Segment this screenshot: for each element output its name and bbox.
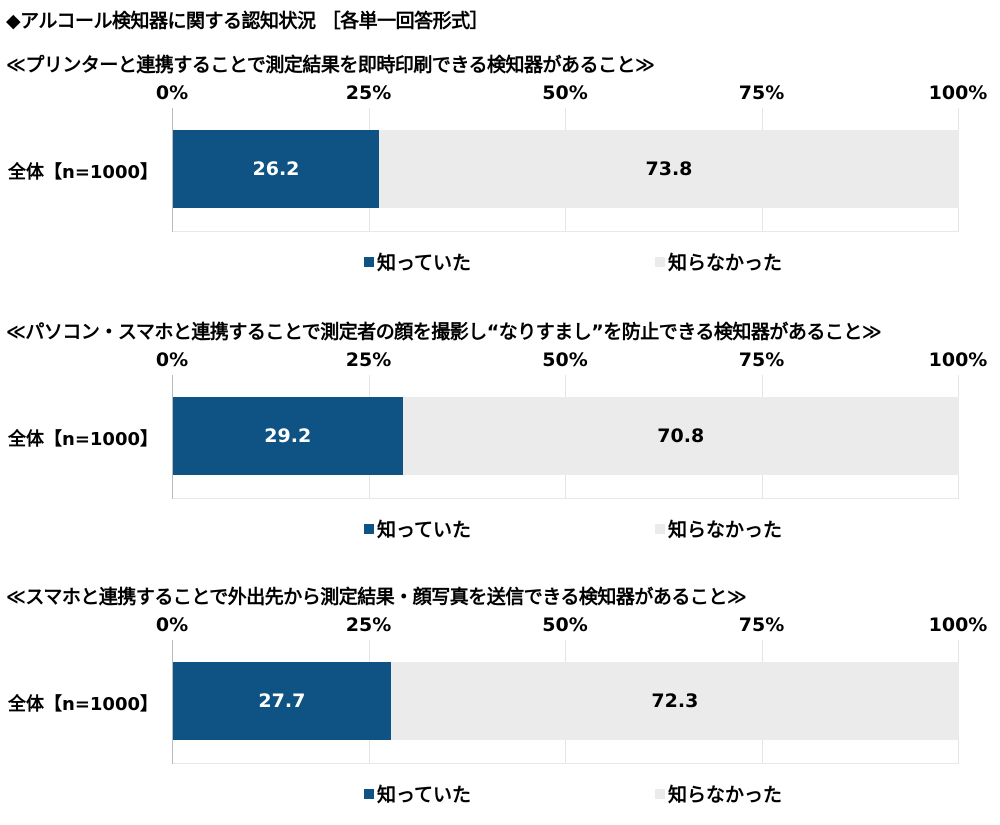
data-label: 27.7 xyxy=(258,690,306,712)
x-tick-label: 100% xyxy=(928,349,988,371)
data-label: 73.8 xyxy=(645,158,693,180)
legend-item: 知っていた xyxy=(364,780,471,807)
chart-panel: ≪スマホと連携することで外出先から測定結果・顔写真を送信できる検知器があること≫… xyxy=(0,582,1000,825)
x-tick-label: 50% xyxy=(542,349,588,371)
legend-item: 知っていた xyxy=(364,515,471,542)
legend-item: 知らなかった xyxy=(655,780,782,807)
x-tick-label: 75% xyxy=(738,349,785,371)
bar-segment-known xyxy=(173,662,391,740)
x-tick-label: 0% xyxy=(155,82,189,104)
legend-label: 知らなかった xyxy=(668,252,783,274)
x-tick-label: 75% xyxy=(738,614,785,636)
legend-label: 知らなかった xyxy=(668,784,783,806)
legend-item: 知らなかった xyxy=(655,248,782,275)
plot-bottom-border xyxy=(173,763,959,764)
legend-label: 知っていた xyxy=(377,252,472,274)
plot-area: 29.2 70.8 xyxy=(172,375,959,499)
bar-segment-known xyxy=(173,130,379,208)
plot-bottom-border xyxy=(173,231,959,232)
legend-swatch xyxy=(364,788,374,799)
x-tick-label: 50% xyxy=(542,614,588,636)
chart-panel: ≪プリンターと連携することで測定結果を即時印刷できる検知器があること≫ 0% 25%… xyxy=(0,50,1000,317)
legend-swatch xyxy=(655,256,665,267)
chart-title: ≪パソコン・スマホと連携することで測定者の顔を撮影し“なりすまし”を防止できる検… xyxy=(6,321,882,343)
data-label: 29.2 xyxy=(264,425,312,447)
category-label: 全体【n=1000】 xyxy=(8,162,158,183)
category-label: 全体【n=1000】 xyxy=(8,429,158,450)
legend-label: 知らなかった xyxy=(668,519,783,541)
category-label: 全体【n=1000】 xyxy=(8,694,158,715)
main-title: ◆アルコール検知器に関する認知状況 ［各単一回答形式］ xyxy=(6,10,489,32)
chart-panel: ≪パソコン・スマホと連携することで測定者の顔を撮影し“なりすまし”を防止できる検… xyxy=(0,317,1000,584)
legend-swatch xyxy=(655,788,665,799)
bar-segment-known xyxy=(173,397,403,475)
x-tick-label: 0% xyxy=(155,349,189,371)
data-label: 70.8 xyxy=(657,425,705,447)
x-tick-label: 50% xyxy=(542,82,588,104)
legend-label: 知っていた xyxy=(377,784,472,806)
legend-swatch xyxy=(364,256,374,267)
chart-title: ≪スマホと連携することで外出先から測定結果・顔写真を送信できる検知器があること≫ xyxy=(6,586,747,608)
bar-segment-unknown xyxy=(378,130,959,208)
x-tick-label: 0% xyxy=(155,614,189,636)
x-tick-label: 25% xyxy=(345,349,392,371)
legend-label: 知っていた xyxy=(377,519,472,541)
legend-item: 知っていた xyxy=(364,248,471,275)
bar-segment-unknown xyxy=(402,397,959,475)
data-label: 72.3 xyxy=(651,690,699,712)
x-tick-label: 75% xyxy=(738,82,785,104)
x-tick-label: 25% xyxy=(345,82,392,104)
legend-item: 知らなかった xyxy=(655,515,782,542)
chart-title: ≪プリンターと連携することで測定結果を即時印刷できる検知器があること≫ xyxy=(6,54,655,76)
x-tick-label: 100% xyxy=(928,614,988,636)
plot-area: 27.7 72.3 xyxy=(172,640,959,764)
plot-bottom-border xyxy=(173,498,959,499)
legend-swatch xyxy=(364,523,374,534)
data-label: 26.2 xyxy=(252,158,300,180)
x-tick-label: 25% xyxy=(345,614,392,636)
bar-segment-unknown xyxy=(390,662,959,740)
plot-area: 26.2 73.8 xyxy=(172,108,959,232)
legend-swatch xyxy=(655,523,665,534)
x-tick-label: 100% xyxy=(928,82,988,104)
